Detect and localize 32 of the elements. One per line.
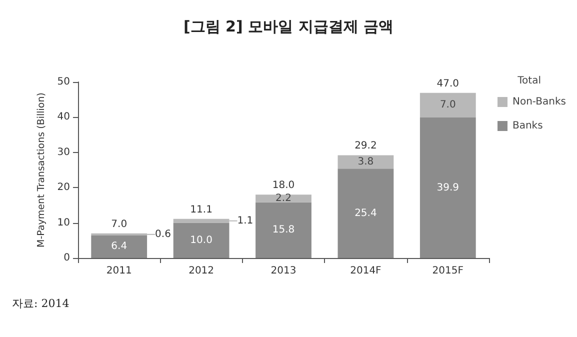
total-label: 11.1 (190, 204, 212, 216)
data-label: 15.8 (272, 224, 295, 236)
data-label: 2.2 (276, 193, 292, 204)
data-label: 7.0 (440, 100, 456, 111)
total-label: 18.0 (272, 180, 295, 192)
y-axis-title: M-Payment Transactions (Billion) (36, 92, 47, 248)
data-label: 39.9 (436, 182, 460, 194)
y-tick-label: 10 (57, 217, 70, 228)
y-tick-label: 30 (57, 146, 70, 158)
x-tick-label: 2011 (106, 266, 132, 276)
chart-title: [그림 2] 모바일 지급결제 금액 (183, 18, 394, 36)
y-tick-label: 40 (57, 112, 70, 123)
data-label: 0.6 (155, 228, 171, 240)
x-tick-label: 2015F (432, 266, 464, 276)
y-tick-label: 20 (57, 182, 70, 194)
x-tick-label: 2014F (350, 266, 382, 276)
y-tick-label: 50 (57, 76, 70, 88)
text: 자료: 2014 (12, 297, 70, 310)
legend-label: Non-Banks (512, 96, 566, 108)
data-label: 1.1 (237, 215, 254, 226)
legend-label: Banks (512, 120, 543, 132)
legend-title: Total (516, 76, 542, 86)
data-label: 10.0 (190, 234, 212, 246)
x-tick-label: 2012 (188, 266, 214, 276)
x-tick-label: 2013 (270, 266, 296, 276)
data-label: 6.4 (111, 241, 128, 252)
total-label: 7.0 (111, 218, 128, 230)
data-label: 3.8 (358, 156, 374, 168)
data-label: 25.4 (354, 208, 377, 219)
total-label: 47.0 (436, 78, 460, 90)
total-label: 29.2 (354, 140, 377, 152)
y-tick-label: 0 (64, 252, 70, 264)
